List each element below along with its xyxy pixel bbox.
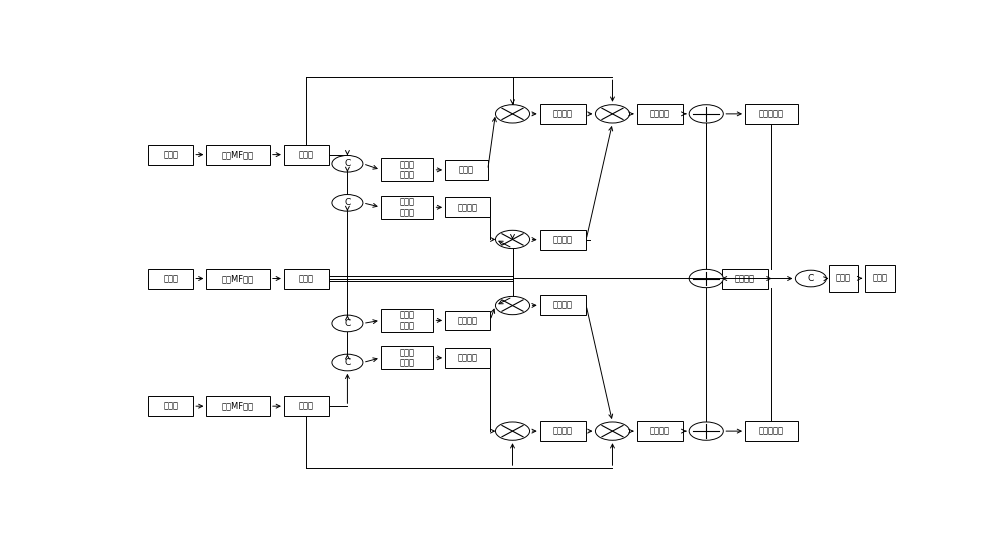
Text: C: C [344,319,351,328]
Circle shape [495,230,530,248]
Circle shape [495,296,530,315]
Circle shape [332,315,363,332]
FancyBboxPatch shape [206,268,270,288]
Text: 输出十一: 输出十一 [458,203,478,212]
FancyBboxPatch shape [381,309,433,332]
FancyBboxPatch shape [445,348,490,368]
Text: 第四拉
伸模块: 第四拉 伸模块 [400,348,415,367]
Text: C: C [808,274,814,283]
FancyBboxPatch shape [284,396,329,416]
Text: 第三拉
伸模块: 第三拉 伸模块 [400,310,415,330]
Text: 输出十二: 输出十二 [458,316,478,325]
FancyBboxPatch shape [445,310,490,330]
FancyBboxPatch shape [445,198,490,218]
Text: 输出八: 输出八 [299,274,314,283]
Text: 输出七: 输出七 [299,150,314,159]
Text: 输出四: 输出四 [163,150,178,159]
Text: 输出二十: 输出二十 [735,274,755,283]
Text: 输出九: 输出九 [299,402,314,411]
Text: 输出十九: 输出十九 [650,427,670,436]
FancyBboxPatch shape [148,145,193,165]
Text: 输出十七: 输出十七 [553,427,573,436]
FancyBboxPatch shape [445,160,488,180]
Text: 输出十: 输出十 [459,165,474,174]
Text: 输出六: 输出六 [163,402,178,411]
Circle shape [689,105,723,123]
Text: 输出十六: 输出十六 [553,301,573,309]
Text: 输出二十二: 输出二十二 [759,427,784,436]
FancyBboxPatch shape [284,268,329,288]
Circle shape [332,354,363,371]
FancyBboxPatch shape [637,104,683,124]
FancyBboxPatch shape [381,346,433,369]
Text: C: C [344,159,351,168]
FancyBboxPatch shape [540,421,586,441]
Text: 输出十四: 输出十四 [553,110,573,118]
FancyBboxPatch shape [381,158,433,181]
FancyBboxPatch shape [745,104,798,124]
Circle shape [495,105,530,123]
FancyBboxPatch shape [206,145,270,165]
Circle shape [332,156,363,172]
Circle shape [689,269,723,288]
FancyBboxPatch shape [284,145,329,165]
Text: 输出十五: 输出十五 [553,235,573,245]
Text: 输出五: 输出五 [163,274,178,283]
FancyBboxPatch shape [865,265,895,292]
FancyBboxPatch shape [540,104,586,124]
Text: 输出一: 输出一 [872,274,887,283]
Text: 输出十八: 输出十八 [650,110,670,118]
FancyBboxPatch shape [206,396,270,416]
Circle shape [595,422,630,440]
Text: 第三MF模块: 第三MF模块 [222,402,254,411]
Text: 输出二十一: 输出二十一 [759,110,784,118]
Text: 第一MF模块: 第一MF模块 [222,150,254,159]
Circle shape [495,422,530,440]
FancyBboxPatch shape [540,295,586,315]
Text: 第二拉
伸模块: 第二拉 伸模块 [400,198,415,217]
Text: C: C [344,358,351,367]
Text: C: C [344,198,351,207]
FancyBboxPatch shape [148,396,193,416]
FancyBboxPatch shape [722,268,768,288]
Text: 第二MF模块: 第二MF模块 [222,274,254,283]
FancyBboxPatch shape [381,196,433,219]
FancyBboxPatch shape [637,421,683,441]
FancyBboxPatch shape [540,230,586,250]
Text: 卷积层: 卷积层 [836,274,851,283]
Circle shape [689,422,723,440]
Circle shape [795,270,826,287]
FancyBboxPatch shape [829,265,858,292]
Circle shape [595,105,630,123]
Text: 输出十三: 输出十三 [458,354,478,362]
FancyBboxPatch shape [745,421,798,441]
Text: 第一拉
伸模块: 第一拉 伸模块 [400,160,415,179]
FancyBboxPatch shape [148,268,193,288]
Circle shape [332,194,363,211]
